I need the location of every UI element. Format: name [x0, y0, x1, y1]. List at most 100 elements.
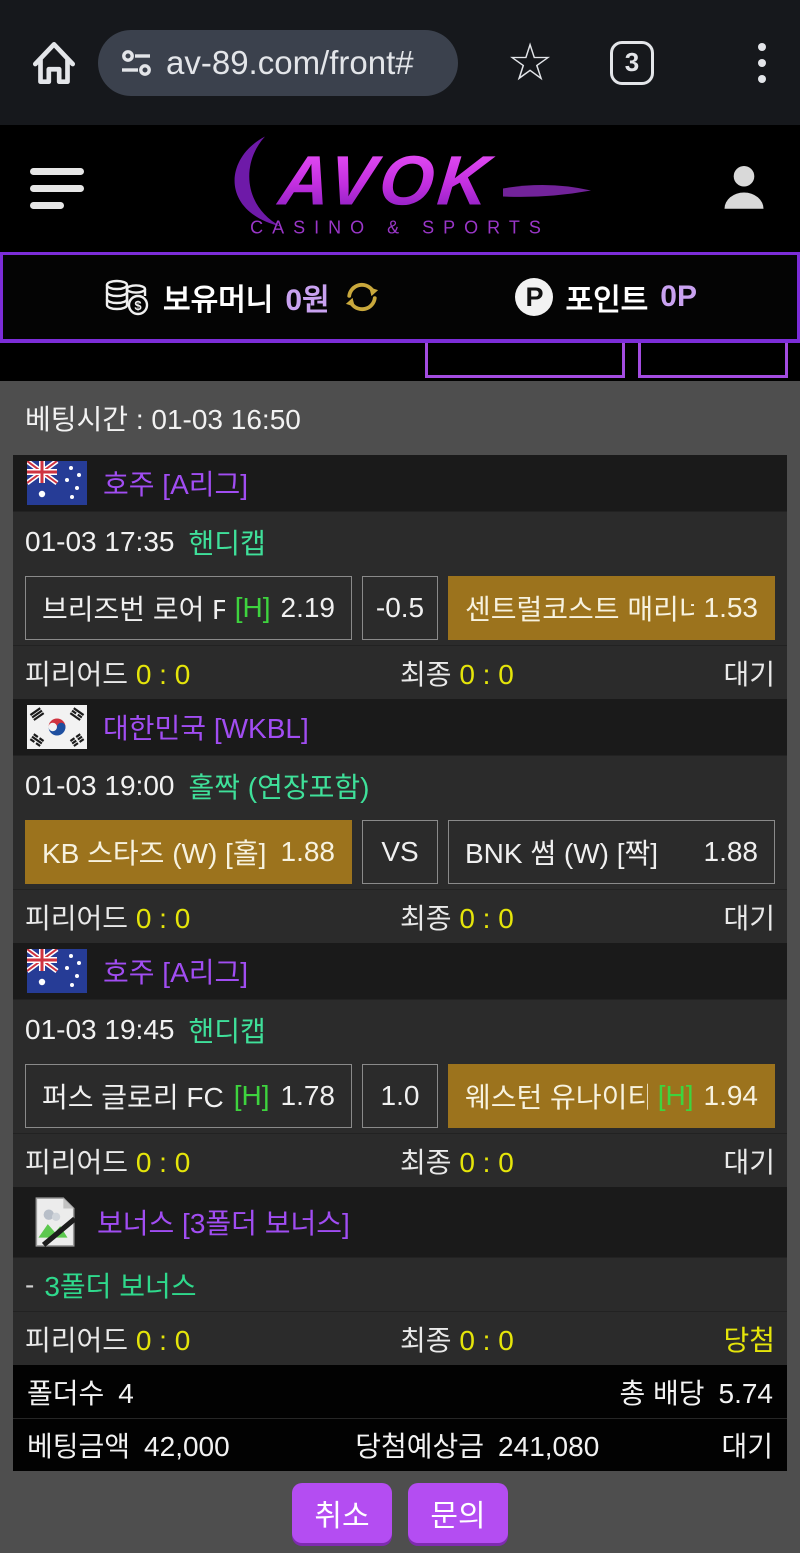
folders-value: 4 — [118, 1377, 134, 1409]
logo-tagline: CASINO & SPORTS — [250, 217, 550, 237]
bet-status: 대기 — [721, 1431, 773, 1462]
league-row: 보너스 [3폴더 보너스] — [13, 1187, 787, 1257]
score-row: 피리어드 0 : 0 최종 0 : 0 대기 — [13, 645, 787, 699]
point-badge-icon: P — [515, 278, 554, 316]
entry-status: 대기 — [723, 1146, 775, 1178]
market-type: 홀짝 (연장포함) — [188, 771, 370, 803]
url-bar[interactable]: av-89.com/front# — [98, 29, 458, 96]
match-time-row: 01-03 19:00 홀짝 (연장포함) — [13, 755, 787, 815]
bet-slip: 베팅시간 : 01-03 16:50 호주 [A리그] 01-03 17:35 … — [0, 381, 800, 1553]
bet-amount-value: 42,000 — [144, 1431, 230, 1462]
inquiry-button[interactable]: 문의 — [408, 1483, 508, 1543]
match-time: 01-03 19:45 — [25, 1013, 175, 1045]
league-name: 호주 [A리그] — [103, 957, 249, 988]
tab-counter[interactable]: 3 — [610, 40, 654, 85]
money-value: 0원 — [285, 284, 330, 317]
inquiry-button-clipped[interactable]: 문의하기 — [638, 343, 788, 378]
match-odds-row: 퍼스 글로리 FC [H] 1.78 1.0 웨스턴 유나이티드 [H] 1.94 — [13, 1059, 787, 1133]
market-type: 핸디캡 — [188, 1015, 266, 1047]
team-name: 퍼스 글로리 FC — [42, 1082, 224, 1113]
odds-box-away[interactable]: 센트럴코스트 매리너스 ... 1.53 — [448, 576, 775, 640]
team-tag: [H] — [233, 1080, 270, 1111]
cancel-button[interactable]: 취소 — [292, 1483, 392, 1543]
odds-box-home[interactable]: 브리즈번 로어 FC [H] 2.19 — [25, 576, 352, 640]
bonus-image-file-icon — [35, 1197, 77, 1247]
match-time-row: 01-03 19:45 핸디캡 — [13, 999, 787, 1059]
handicap-box: 1.0 — [362, 1064, 438, 1128]
odds-value: 1.88 — [703, 836, 759, 867]
history-button-clipped[interactable]: 전체베팅내역 — [425, 343, 625, 378]
scrolled-buttons-strip: 전체베팅내역 문의하기 — [0, 343, 800, 381]
entry-status: 대기 — [723, 902, 775, 934]
score-row: 피리어드 0 : 0 최종 0 : 0 대기 — [13, 889, 787, 943]
odds-value: 1.78 — [280, 1080, 336, 1111]
league-name: 보너스 [3폴더 보너스] — [97, 1208, 350, 1239]
bonus-name-row: - 3폴더 보너스 — [13, 1257, 787, 1311]
url-text: av-89.com/front# — [166, 43, 414, 81]
entry-status: 당첨 — [723, 1324, 775, 1356]
browser-menu-icon[interactable] — [750, 35, 774, 91]
period-score: 피리어드 0 : 0 — [25, 1146, 191, 1178]
avok-logo[interactable]: AVOK CASINO & SPORTS — [185, 130, 615, 247]
team-tag: [H] — [234, 592, 271, 623]
match-time-row: 01-03 17:35 핸디캡 — [13, 511, 787, 571]
odds-value: 2.19 — [280, 592, 336, 623]
australia-flag-icon — [27, 949, 87, 993]
logo-text: AVOK — [274, 140, 498, 219]
site-header: AVOK CASINO & SPORTS — [0, 125, 800, 255]
team-name: 웨스턴 유나이티드 — [465, 1082, 648, 1113]
refresh-icon[interactable] — [342, 277, 382, 317]
bonus-dash: - — [25, 1268, 35, 1300]
bet-time: 베팅시간 : 01-03 16:50 — [25, 404, 301, 435]
league-name: 대한민국 [WKBL] — [103, 713, 309, 744]
final-score: 최종 0 : 0 — [400, 658, 514, 690]
bet-summary: 폴더수 4 총 배당 5.74 베팅금액 42,000 당첨예상금 241,080 대기 — [13, 1365, 787, 1471]
period-score: 피리어드 0 : 0 — [25, 658, 191, 690]
odds-value: 1.53 — [703, 592, 759, 623]
period-score: 피리어드 0 : 0 — [25, 1324, 191, 1356]
period-score: 피리어드 0 : 0 — [25, 902, 191, 934]
final-score: 최종 0 : 0 — [400, 902, 514, 934]
handicap-box: VS — [362, 820, 438, 884]
odds-box-away[interactable]: 웨스턴 유나이티드 [H] 1.94 — [448, 1064, 775, 1128]
handicap-value: -0.5 — [375, 592, 425, 623]
score-row: 피리어드 0 : 0 최종 0 : 0 대기 — [13, 1133, 787, 1187]
home-icon[interactable] — [26, 35, 82, 91]
summary-row-folders: 폴더수 4 총 배당 5.74 — [13, 1365, 787, 1418]
match-odds-row: KB 스타즈 (W) [홀] 1.88 VS BNK 썸 (W) [짝] 1.8… — [13, 815, 787, 889]
expected-win-value: 241,080 — [498, 1431, 600, 1462]
odds-box-home[interactable]: KB 스타즈 (W) [홀] 1.88 — [25, 820, 352, 884]
odds-value: 1.94 — [703, 1080, 759, 1111]
handicap-box: -0.5 — [362, 576, 438, 640]
folders-label: 폴더수 — [27, 1377, 105, 1409]
tune-icon — [122, 49, 151, 76]
expected-win-label: 당첨예상금 — [355, 1431, 485, 1462]
wallet-bar: $ 보유머니 0원 P 포인트 0P — [0, 255, 800, 343]
team-name: KB 스타즈 (W) [홀] — [42, 838, 267, 869]
league-row: 호주 [A리그] — [13, 455, 787, 511]
tab-count: 3 — [624, 47, 640, 77]
bookmark-star-icon[interactable]: ☆ — [506, 33, 554, 92]
team-name: 센트럴코스트 매리너스 ... — [465, 594, 694, 625]
point-group: P 포인트 0P — [515, 275, 697, 319]
svg-text:$: $ — [134, 298, 142, 313]
odds-value: 1.88 — [280, 836, 336, 867]
match-odds-row: 브리즈번 로어 FC [H] 2.19 -0.5 센트럴코스트 매리너스 ... … — [13, 571, 787, 645]
user-account-icon[interactable] — [718, 160, 770, 217]
score-row: 피리어드 0 : 0 최종 0 : 0 당첨 — [13, 1311, 787, 1365]
action-buttons: 취소 문의 — [13, 1471, 787, 1553]
team-name: 브리즈번 로어 FC — [42, 594, 225, 625]
point-value: 0P — [660, 280, 697, 313]
final-score: 최종 0 : 0 — [400, 1324, 514, 1356]
odds-box-home[interactable]: 퍼스 글로리 FC [H] 1.78 — [25, 1064, 352, 1128]
market-type: 핸디캡 — [188, 527, 266, 559]
point-label: 포인트 — [565, 284, 649, 317]
money-group: $ 보유머니 0원 — [103, 275, 382, 319]
bet-amount-label: 베팅금액 — [27, 1431, 131, 1462]
bonus-name: 3폴더 보너스 — [44, 1270, 197, 1302]
menu-icon[interactable] — [30, 168, 90, 209]
odds-box-away[interactable]: BNK 썸 (W) [짝] 1.88 — [448, 820, 775, 884]
australia-flag-icon — [27, 461, 87, 505]
team-name: BNK 썸 (W) [짝] — [465, 838, 659, 869]
match-time: 01-03 17:35 — [25, 525, 175, 557]
